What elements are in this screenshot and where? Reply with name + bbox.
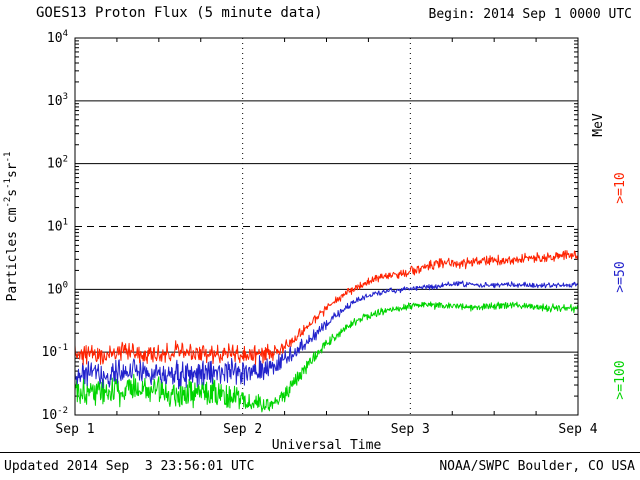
- x-tick-label: Sep 1: [55, 422, 94, 437]
- plot-frame: [74, 37, 579, 416]
- series-label-gege10: >=10: [613, 172, 628, 203]
- updated-timestamp: Updated 2014 Sep 3 23:56:01 UTC: [4, 459, 255, 474]
- x-axis-label: Universal Time: [272, 438, 382, 453]
- series-line-gege100: [74, 301, 579, 413]
- x-tick-label: Sep 3: [391, 422, 430, 437]
- series-label-gege100: >=100: [613, 360, 628, 399]
- y-tick-label: 100: [47, 280, 68, 297]
- y-tick-label: 102: [47, 155, 68, 172]
- y-tick-label: 104: [47, 29, 68, 46]
- series-line-gege50: [74, 280, 579, 390]
- data-source: NOAA/SWPC Boulder, CO USA: [439, 459, 635, 474]
- y-tick-label: 10-1: [42, 343, 69, 360]
- right-axis-unit-label: MeV: [591, 113, 606, 137]
- chart-title: GOES13 Proton Flux (5 minute data): [36, 5, 323, 21]
- series-line-gege10: [74, 250, 579, 366]
- y-axis-label: Particles cm-2s-1sr-1: [3, 152, 20, 302]
- x-tick-label: Sep 4: [558, 422, 597, 437]
- series-label-gege50: >=50: [613, 261, 628, 292]
- begin-timestamp: Begin: 2014 Sep 1 0000 UTC: [428, 7, 633, 22]
- y-tick-label: 10-2: [42, 406, 69, 423]
- y-tick-label: 103: [47, 92, 68, 109]
- footer-divider: [0, 452, 640, 453]
- x-tick-label: Sep 2: [223, 422, 262, 437]
- y-tick-label: 101: [47, 218, 68, 235]
